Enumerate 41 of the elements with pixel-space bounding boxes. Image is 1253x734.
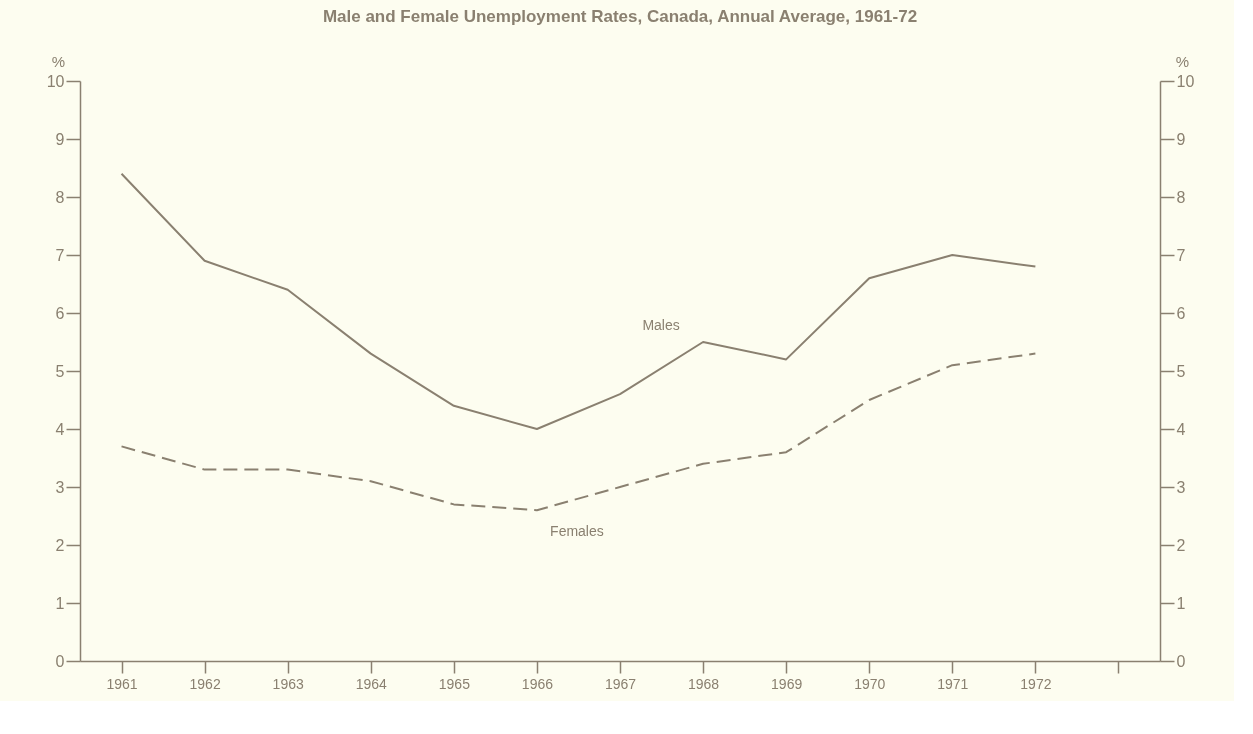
y2-tick-label: 7 [1176,246,1186,264]
x-tick-label: 1968 [688,675,720,692]
y-tick-label: 5 [55,362,65,380]
y-tick-label: 10 [46,72,65,90]
y2-tick-label: 4 [1176,420,1186,438]
x-tick-label: 1966 [521,675,554,692]
y-tick-label: 3 [55,478,65,496]
x-tick-label: 1965 [438,675,471,692]
y-tick-label: 0 [55,652,65,670]
line-series [120,172,1037,430]
line-series [120,352,1037,512]
y2-tick-label: 10 [1176,72,1195,90]
y-tick-label: 8 [55,188,65,206]
y-tick-label: 9 [55,130,65,148]
y-tick-label: 4 [55,420,65,438]
y2-tick-label: 5 [1176,362,1186,380]
x-tick-label: 1972 [1020,675,1052,692]
chart-title: Male and Female Unemployment Rates, Canada, Annual Average, 1961-72 [322,7,918,26]
y2-tick-label: 0 [1176,652,1186,670]
y2-tick-label: 9 [1176,130,1186,148]
y-tick-label: 1 [55,594,65,612]
y2-tick-label: 1 [1176,594,1186,612]
x-tick-label: 1969 [771,675,803,692]
series-label: Males [642,317,680,333]
y-axis-title: % [51,52,66,70]
y2-tick-label: 6 [1176,304,1186,322]
y-tick-label: 7 [55,246,65,264]
y-tick-label: 6 [55,304,65,322]
x-tick-label: 1967 [604,675,637,692]
x-tick-label: 1961 [106,675,138,692]
y2-axis-title: % [1175,52,1190,70]
y2-tick-label: 3 [1176,478,1186,496]
x-tick-label: 1963 [272,675,304,692]
x-tick-label: 1971 [937,675,969,692]
x-tick-label: 1962 [189,675,221,692]
x-tick-label: 1964 [355,675,388,692]
series-label: Females [550,523,604,540]
x-tick-label: 1970 [854,675,886,692]
y-tick-label: 2 [55,536,65,554]
y2-tick-label: 8 [1176,188,1186,206]
y2-tick-label: 2 [1176,536,1186,554]
